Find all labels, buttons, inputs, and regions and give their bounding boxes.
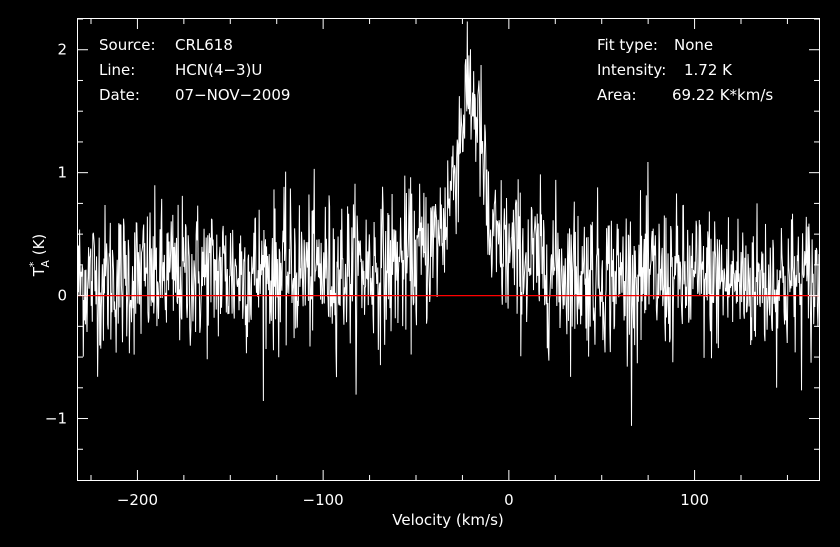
x-tick-label: −200 [117,491,158,509]
area-value: 69.22 K*km/s [672,86,773,104]
y-axis-label-sub: A [39,260,52,268]
x-tick-label: −100 [303,491,344,509]
y-tick-label: −1 [45,410,67,428]
date-key: Date: [99,86,140,104]
fit-type-value: None [674,36,713,54]
y-tick-label: 1 [57,164,67,182]
y-axis-label-sup: * [27,261,40,267]
spectrum-trace-layer [77,21,820,426]
axis-ticks: −200 −100 0 100 −1 0 1 2 [45,18,819,509]
plot-frame [77,18,820,481]
source-value: CRL618 [175,36,233,54]
y-tick-label: 2 [57,41,67,59]
date-value: 07−NOV−2009 [175,86,290,104]
y-axis-label-main: T [30,266,48,277]
y-tick-label: 0 [57,287,67,305]
x-axis-label: Velocity (km/s) [392,511,503,529]
line-value: HCN(4−3)U [175,61,262,79]
y-axis-label: T*A (K) [27,234,52,278]
x-tick-label: 100 [680,491,709,509]
fit-type-key: Fit type: [597,36,658,54]
line-key: Line: [99,61,135,79]
intensity-key: Intensity: [597,61,666,79]
spectrum-trace [77,21,820,426]
source-key: Source: [99,36,156,54]
y-axis-label-unit: (K) [30,234,48,260]
x-tick-label: 0 [504,491,514,509]
area-key: Area: [597,86,637,104]
intensity-value: 1.72 K [684,61,733,79]
